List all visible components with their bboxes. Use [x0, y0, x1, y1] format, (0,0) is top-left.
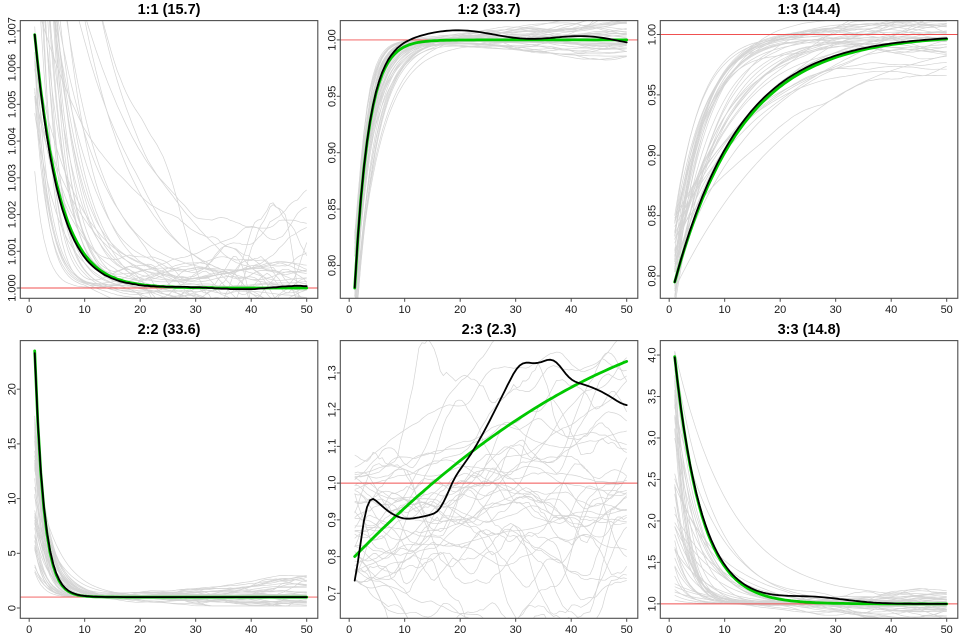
svg-text:40: 40	[885, 304, 897, 316]
svg-text:0.90: 0.90	[327, 142, 339, 163]
svg-text:20: 20	[7, 383, 19, 395]
svg-text:1.007: 1.007	[7, 17, 19, 45]
svg-text:1.004: 1.004	[7, 127, 19, 155]
svg-text:2:2 (33.6): 2:2 (33.6)	[138, 322, 201, 338]
svg-text:0: 0	[26, 304, 32, 316]
svg-text:4.0: 4.0	[647, 347, 659, 362]
svg-text:5: 5	[7, 550, 19, 556]
svg-text:1.0: 1.0	[327, 475, 339, 490]
svg-text:1.2: 1.2	[327, 402, 339, 417]
svg-text:1:2 (33.7): 1:2 (33.7)	[458, 2, 521, 18]
svg-text:1.5: 1.5	[647, 555, 659, 570]
svg-text:30: 30	[830, 304, 842, 316]
svg-text:0.85: 0.85	[647, 205, 659, 226]
svg-text:0.8: 0.8	[327, 549, 339, 564]
svg-text:0: 0	[346, 304, 352, 316]
svg-text:30: 30	[190, 624, 202, 636]
svg-text:10: 10	[719, 624, 731, 636]
svg-text:10: 10	[399, 624, 411, 636]
svg-text:1.00: 1.00	[327, 29, 339, 50]
svg-text:1.006: 1.006	[7, 54, 19, 82]
svg-text:0.80: 0.80	[327, 255, 339, 276]
svg-text:0.85: 0.85	[327, 198, 339, 219]
svg-text:1.00: 1.00	[647, 24, 659, 45]
svg-text:0: 0	[7, 605, 19, 611]
svg-text:0: 0	[26, 624, 32, 636]
svg-text:15: 15	[7, 438, 19, 450]
svg-text:3.0: 3.0	[647, 430, 659, 445]
svg-text:0: 0	[666, 624, 672, 636]
svg-text:50: 50	[621, 624, 633, 636]
svg-text:1.001: 1.001	[7, 238, 19, 266]
svg-text:30: 30	[510, 624, 522, 636]
svg-text:20: 20	[454, 304, 466, 316]
svg-text:30: 30	[190, 304, 202, 316]
svg-text:1.003: 1.003	[7, 164, 19, 192]
svg-text:40: 40	[245, 304, 257, 316]
svg-text:50: 50	[301, 624, 313, 636]
svg-text:40: 40	[885, 624, 897, 636]
svg-text:50: 50	[941, 304, 953, 316]
svg-text:0.90: 0.90	[647, 145, 659, 166]
svg-text:10: 10	[79, 624, 91, 636]
svg-text:40: 40	[565, 304, 577, 316]
svg-text:10: 10	[79, 304, 91, 316]
svg-text:3.5: 3.5	[647, 389, 659, 404]
svg-text:20: 20	[454, 624, 466, 636]
svg-text:1.002: 1.002	[7, 201, 19, 229]
svg-text:0.7: 0.7	[327, 586, 339, 601]
svg-text:2:3 (2.3): 2:3 (2.3)	[462, 322, 517, 338]
svg-text:20: 20	[134, 304, 146, 316]
svg-text:20: 20	[774, 624, 786, 636]
svg-text:0.95: 0.95	[647, 84, 659, 105]
svg-text:0: 0	[666, 304, 672, 316]
svg-text:10: 10	[399, 304, 411, 316]
svg-text:20: 20	[774, 304, 786, 316]
svg-text:10: 10	[7, 492, 19, 504]
svg-text:40: 40	[565, 624, 577, 636]
svg-text:50: 50	[301, 304, 313, 316]
svg-text:50: 50	[621, 304, 633, 316]
svg-text:1.0: 1.0	[647, 596, 659, 611]
svg-text:0.9: 0.9	[327, 512, 339, 527]
svg-text:1:3 (14.4): 1:3 (14.4)	[778, 2, 841, 18]
svg-text:20: 20	[134, 624, 146, 636]
svg-text:30: 30	[830, 624, 842, 636]
svg-text:2.5: 2.5	[647, 472, 659, 487]
svg-text:3:3 (14.8): 3:3 (14.8)	[778, 322, 841, 338]
svg-text:1:1 (15.7): 1:1 (15.7)	[138, 2, 201, 18]
svg-text:1.005: 1.005	[7, 91, 19, 119]
svg-text:0.95: 0.95	[327, 86, 339, 107]
svg-text:1.000: 1.000	[7, 274, 19, 302]
svg-text:1.3: 1.3	[327, 365, 339, 380]
svg-text:2.0: 2.0	[647, 513, 659, 528]
svg-text:10: 10	[719, 304, 731, 316]
svg-text:1.1: 1.1	[327, 439, 339, 454]
svg-text:50: 50	[941, 624, 953, 636]
svg-text:40: 40	[245, 624, 257, 636]
svg-text:0: 0	[346, 624, 352, 636]
svg-text:30: 30	[510, 304, 522, 316]
svg-text:0.80: 0.80	[647, 265, 659, 286]
